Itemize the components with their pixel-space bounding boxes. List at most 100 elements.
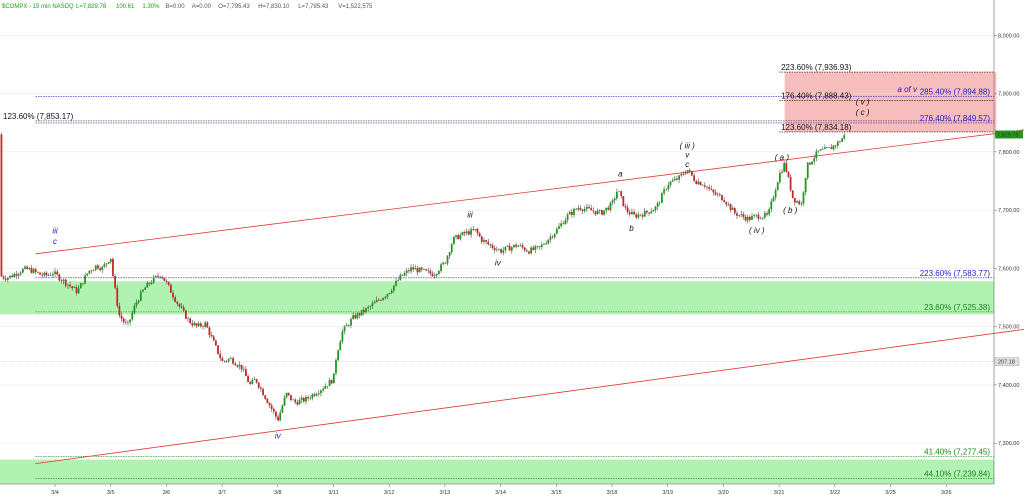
channel-line-lower (35, 328, 1024, 465)
candle-body (579, 207, 582, 210)
volume-marker-label: 207.18 (998, 360, 1015, 366)
candle-body (431, 273, 434, 277)
candle-body (457, 235, 460, 240)
candle-body (708, 187, 711, 189)
candle-body (691, 171, 693, 176)
candle-body (440, 264, 442, 272)
candle-body (495, 249, 498, 251)
candle-body (607, 207, 610, 210)
candle-body (459, 235, 462, 240)
candle-body (34, 269, 37, 272)
candle-body (227, 358, 230, 362)
candle-body (577, 207, 580, 210)
candle-body (399, 274, 402, 280)
candle-body (356, 313, 359, 319)
candle-body (643, 210, 646, 217)
candles-layer (0, 132, 846, 422)
fib-level-label: 176.40% (7,888.43) (781, 91, 852, 100)
candle-body (633, 211, 635, 215)
candle-body (639, 214, 642, 216)
candle-body (412, 267, 415, 270)
candle-body (307, 396, 310, 399)
candle-body (686, 170, 689, 174)
candle-body (450, 244, 453, 253)
candle-body (264, 395, 267, 399)
candle-body (39, 272, 41, 275)
candle-body (506, 245, 509, 247)
candle-body (358, 313, 361, 316)
candle-body (238, 364, 241, 367)
candle-body (367, 307, 370, 309)
candle-body (101, 266, 104, 271)
candle-body (592, 210, 595, 212)
x-tick-label: 3/21 (774, 490, 785, 496)
candle-body (581, 209, 584, 212)
candle-body (624, 206, 627, 208)
candle-body (470, 229, 472, 235)
candle-body (543, 244, 545, 245)
header-stat: 100.61 (116, 4, 135, 10)
candle-body (566, 214, 569, 220)
candle-body (701, 185, 704, 186)
candle-body (528, 251, 530, 254)
candle-body (99, 268, 101, 271)
candle-body (0, 134, 3, 277)
x-tick-label: 3/20 (718, 490, 729, 496)
y-tick-label: 7,300.00 (998, 441, 1019, 447)
candle-body (58, 274, 61, 281)
candle-body (67, 284, 69, 286)
candle-body (654, 206, 657, 211)
candle-body (721, 195, 723, 201)
candle-body (320, 390, 322, 394)
candle-body (729, 204, 732, 210)
grid-layer (0, 35, 994, 444)
candle-body (455, 235, 457, 237)
candle-body (483, 240, 485, 242)
fib-level-label: 285.40% (7,894.88) (920, 88, 991, 97)
candle-body (536, 246, 539, 247)
candle-body (684, 173, 687, 175)
candle-body (682, 174, 685, 175)
candle-body (122, 318, 125, 322)
candle-body (232, 358, 234, 364)
candle-body (570, 211, 573, 215)
candle-body (793, 197, 796, 203)
candle-body (500, 249, 503, 253)
candle-body (830, 147, 833, 150)
candle-body (144, 287, 147, 290)
candle-body (165, 280, 168, 282)
candle-body (442, 262, 445, 265)
candle-body (751, 216, 753, 220)
candle-body (169, 284, 172, 293)
candle-body (193, 323, 196, 326)
candle-body (69, 284, 71, 287)
candle-body (305, 396, 307, 402)
fib-level-label: 223.60% (7,936.93) (781, 63, 852, 72)
candle-body (322, 388, 325, 391)
candle-body (330, 380, 333, 384)
header-stat: B=0.00 (165, 4, 185, 10)
candle-body (472, 229, 475, 231)
wave-label: b (629, 224, 634, 233)
wave-label: iv (495, 258, 502, 267)
candle-body (148, 282, 151, 284)
candle-body (371, 303, 374, 307)
candle-body (129, 319, 132, 323)
candle-body (787, 171, 790, 177)
candle-body (510, 247, 513, 251)
candle-body (748, 216, 751, 220)
candle-body (553, 233, 556, 238)
candle-body (73, 287, 76, 288)
candle-body (703, 185, 706, 187)
candle-body (813, 158, 816, 162)
candle-body (588, 206, 590, 209)
candle-body (785, 162, 788, 172)
candle-body (287, 392, 290, 395)
x-tick-label: 3/5 (107, 490, 115, 496)
candle-body (26, 266, 29, 270)
candle-body (337, 350, 340, 360)
candle-body (444, 262, 447, 264)
candle-body (365, 308, 367, 313)
candle-body (135, 302, 138, 306)
candle-body (97, 265, 99, 269)
